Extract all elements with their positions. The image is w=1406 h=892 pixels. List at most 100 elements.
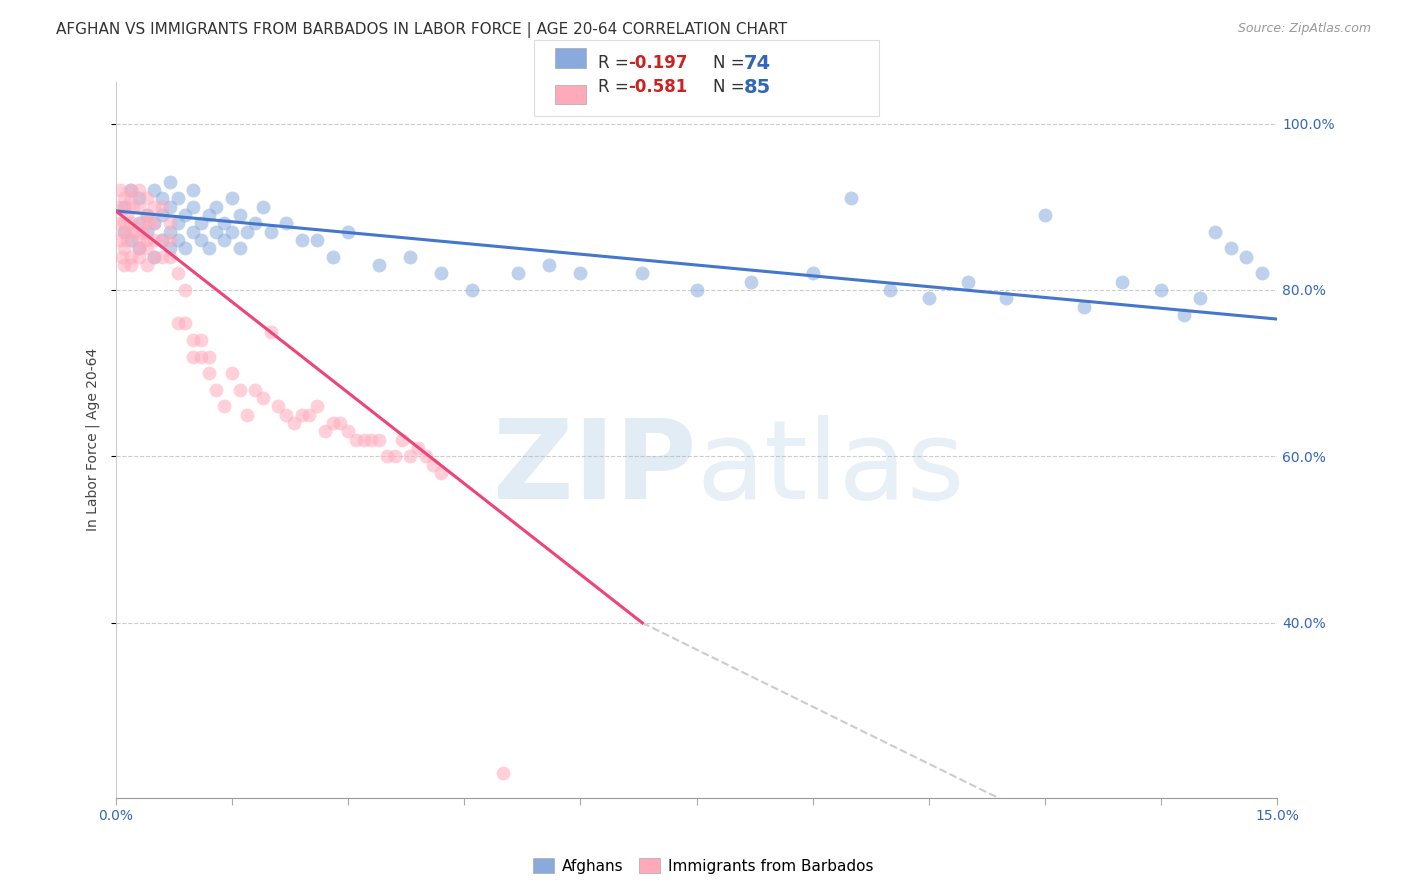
Point <box>150 200 173 214</box>
Text: 85: 85 <box>744 78 770 97</box>
Point <box>112 241 135 255</box>
Point <box>243 216 266 230</box>
Text: R =: R = <box>598 54 634 71</box>
Point <box>135 233 157 247</box>
Point <box>150 208 173 222</box>
Point <box>1219 241 1241 255</box>
Point <box>143 250 166 264</box>
Text: N =: N = <box>713 78 749 96</box>
Point <box>375 450 398 464</box>
Point <box>236 225 259 239</box>
Point <box>1150 283 1173 297</box>
Point <box>128 250 150 264</box>
Point <box>117 233 139 247</box>
Point <box>314 425 336 439</box>
Point <box>841 191 863 205</box>
Point <box>159 225 181 239</box>
Point <box>128 241 150 255</box>
Point <box>221 366 243 380</box>
Point <box>406 441 429 455</box>
Legend: Afghans, Immigrants from Barbados: Afghans, Immigrants from Barbados <box>527 852 879 880</box>
Point <box>1188 291 1211 305</box>
Point <box>166 191 188 205</box>
Point <box>121 200 143 214</box>
Point <box>197 208 219 222</box>
Point <box>128 183 150 197</box>
Point <box>205 200 228 214</box>
Point <box>1033 208 1056 222</box>
Point <box>128 200 150 214</box>
Point <box>430 266 453 280</box>
Text: -0.197: -0.197 <box>628 54 688 71</box>
Point <box>740 275 762 289</box>
Point <box>120 250 142 264</box>
Point <box>150 233 173 247</box>
Point <box>307 233 329 247</box>
Point <box>174 241 197 255</box>
Point <box>205 383 228 397</box>
Point <box>174 283 197 297</box>
Point <box>212 233 235 247</box>
Text: -0.581: -0.581 <box>628 78 688 96</box>
Point <box>159 175 181 189</box>
Point <box>1173 308 1195 322</box>
Point <box>136 216 159 230</box>
Text: N =: N = <box>713 54 749 71</box>
Point <box>118 183 141 197</box>
Point <box>360 433 382 447</box>
Point <box>276 408 298 422</box>
Text: atlas: atlas <box>696 415 965 522</box>
Point <box>322 416 344 430</box>
Point <box>212 400 235 414</box>
Text: ZIP: ZIP <box>494 415 696 522</box>
Point <box>128 233 150 247</box>
Point <box>221 225 243 239</box>
Point <box>422 458 444 472</box>
Point <box>120 233 142 247</box>
Point <box>174 316 197 330</box>
Point <box>107 200 129 214</box>
Point <box>129 216 152 230</box>
Point <box>228 241 250 255</box>
Point <box>128 191 150 205</box>
Point <box>631 266 654 280</box>
Point <box>569 266 592 280</box>
Point <box>197 350 219 364</box>
Point <box>166 233 188 247</box>
Point <box>120 216 142 230</box>
Text: Source: ZipAtlas.com: Source: ZipAtlas.com <box>1237 22 1371 36</box>
Point <box>166 316 188 330</box>
Point <box>150 250 173 264</box>
Point <box>181 183 204 197</box>
Point <box>135 258 157 272</box>
Point <box>415 450 437 464</box>
Point <box>112 200 135 214</box>
Point <box>879 283 901 297</box>
Point <box>337 425 360 439</box>
Point <box>166 216 188 230</box>
Point <box>159 250 181 264</box>
Point <box>508 266 530 280</box>
Point <box>132 225 155 239</box>
Point <box>135 208 157 222</box>
Point <box>166 266 188 280</box>
Point <box>1204 225 1226 239</box>
Point <box>399 450 422 464</box>
Point <box>181 350 204 364</box>
Point <box>143 250 166 264</box>
Point <box>120 258 142 272</box>
Point <box>135 225 157 239</box>
Point <box>108 216 131 230</box>
Point <box>114 200 136 214</box>
Text: 74: 74 <box>744 54 770 72</box>
Point <box>124 225 146 239</box>
Point <box>283 416 305 430</box>
Point <box>259 225 281 239</box>
Point <box>135 191 157 205</box>
Point <box>291 408 314 422</box>
Point <box>322 250 344 264</box>
Point <box>190 233 212 247</box>
Point <box>111 250 134 264</box>
Point <box>368 258 391 272</box>
Point <box>143 233 166 247</box>
